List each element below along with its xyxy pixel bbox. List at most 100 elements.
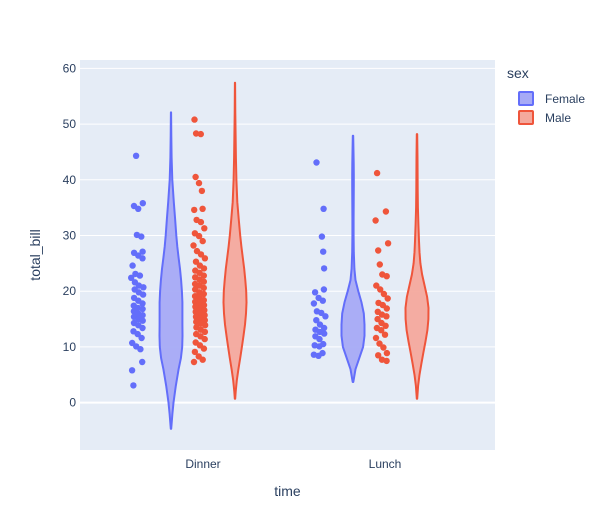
point-female-dinner[interactable]: [139, 255, 146, 262]
point-female-lunch[interactable]: [320, 248, 327, 255]
point-male-lunch[interactable]: [374, 315, 381, 323]
point-female-dinner[interactable]: [139, 317, 146, 324]
legend-item-male[interactable]: Male: [518, 110, 571, 125]
point-male-dinner[interactable]: [191, 348, 199, 356]
point-female-lunch[interactable]: [310, 300, 318, 307]
point-female-dinner[interactable]: [139, 358, 146, 366]
point-female-dinner[interactable]: [139, 200, 146, 207]
point-female-lunch[interactable]: [320, 205, 327, 212]
point-male-lunch[interactable]: [377, 286, 384, 293]
point-male-lunch[interactable]: [375, 352, 382, 359]
point-male-lunch[interactable]: [372, 334, 380, 342]
point-female-lunch[interactable]: [313, 317, 320, 324]
point-male-dinner[interactable]: [200, 345, 208, 352]
point-male-dinner[interactable]: [197, 251, 205, 258]
point-male-lunch[interactable]: [378, 327, 385, 334]
point-female-lunch[interactable]: [321, 330, 328, 337]
point-male-dinner[interactable]: [195, 179, 203, 187]
point-male-dinner[interactable]: [201, 255, 209, 262]
point-male-lunch[interactable]: [376, 261, 383, 268]
point-female-dinner[interactable]: [138, 334, 145, 342]
plot-background: [80, 60, 495, 450]
point-female-lunch[interactable]: [320, 265, 328, 272]
legend-item-female[interactable]: Female: [518, 91, 585, 106]
point-male-dinner[interactable]: [191, 116, 198, 123]
point-male-dinner[interactable]: [191, 206, 198, 214]
point-female-lunch[interactable]: [316, 335, 323, 343]
point-male-dinner[interactable]: [200, 265, 208, 272]
point-male-dinner[interactable]: [192, 130, 200, 137]
point-female-lunch[interactable]: [315, 352, 322, 359]
point-male-dinner[interactable]: [199, 205, 206, 212]
point-male-dinner[interactable]: [201, 225, 208, 232]
point-male-lunch[interactable]: [384, 295, 391, 302]
point-male-lunch[interactable]: [380, 290, 388, 298]
point-male-dinner[interactable]: [200, 278, 207, 285]
point-female-lunch[interactable]: [313, 159, 320, 166]
point-female-dinner[interactable]: [139, 305, 146, 313]
violin-female-lunch[interactable]: [340, 134, 366, 383]
y-tick-label-20: 20: [63, 284, 77, 298]
violin-female-dinner[interactable]: [158, 111, 184, 430]
point-female-dinner[interactable]: [139, 300, 146, 307]
point-female-lunch[interactable]: [320, 286, 328, 293]
point-female-lunch[interactable]: [319, 297, 326, 304]
point-female-dinner[interactable]: [138, 233, 145, 240]
point-male-lunch[interactable]: [380, 344, 387, 351]
point-male-dinner[interactable]: [201, 322, 209, 329]
point-male-lunch[interactable]: [381, 331, 389, 338]
point-female-dinner[interactable]: [128, 274, 135, 281]
point-female-dinner[interactable]: [139, 291, 147, 298]
point-female-dinner[interactable]: [129, 262, 136, 269]
point-male-dinner[interactable]: [200, 272, 207, 279]
point-male-lunch[interactable]: [383, 305, 390, 312]
point-female-lunch[interactable]: [318, 233, 326, 240]
point-male-dinner[interactable]: [192, 258, 200, 265]
point-female-lunch[interactable]: [320, 324, 328, 332]
point-male-dinner[interactable]: [197, 130, 204, 138]
point-female-dinner[interactable]: [132, 152, 140, 159]
point-male-dinner[interactable]: [197, 218, 205, 226]
point-male-lunch[interactable]: [376, 340, 383, 347]
violin-male-lunch[interactable]: [404, 133, 430, 400]
point-male-lunch[interactable]: [373, 282, 380, 289]
point-male-lunch[interactable]: [383, 357, 390, 365]
point-male-dinner[interactable]: [190, 358, 198, 366]
point-male-lunch[interactable]: [384, 240, 392, 247]
point-female-lunch[interactable]: [311, 289, 319, 296]
point-female-dinner[interactable]: [136, 272, 144, 279]
x-tick-label-dinner: Dinner: [185, 457, 220, 471]
point-female-dinner[interactable]: [139, 324, 146, 332]
point-male-lunch[interactable]: [373, 169, 381, 177]
point-female-dinner[interactable]: [135, 205, 142, 212]
point-male-lunch[interactable]: [375, 247, 382, 254]
point-male-lunch[interactable]: [372, 217, 379, 224]
point-male-dinner[interactable]: [199, 237, 206, 245]
violin-male-dinner[interactable]: [222, 81, 248, 400]
point-male-lunch[interactable]: [383, 273, 390, 280]
point-female-dinner[interactable]: [130, 382, 137, 389]
point-female-lunch[interactable]: [316, 343, 323, 350]
point-female-dinner[interactable]: [140, 284, 147, 291]
point-male-dinner[interactable]: [198, 187, 206, 195]
point-male-dinner[interactable]: [192, 173, 199, 181]
point-male-lunch[interactable]: [382, 322, 389, 329]
point-male-dinner[interactable]: [201, 328, 209, 336]
point-male-dinner[interactable]: [195, 232, 203, 240]
point-female-dinner[interactable]: [134, 330, 141, 338]
point-male-lunch[interactable]: [382, 208, 390, 215]
point-female-dinner[interactable]: [139, 312, 146, 319]
point-male-lunch[interactable]: [383, 349, 391, 357]
point-female-dinner[interactable]: [137, 346, 144, 353]
point-male-dinner[interactable]: [200, 290, 207, 298]
point-male-dinner[interactable]: [201, 335, 208, 343]
gridlines: [80, 67, 495, 404]
point-male-dinner[interactable]: [199, 356, 206, 363]
point-male-dinner[interactable]: [200, 284, 207, 292]
point-female-dinner[interactable]: [128, 367, 136, 374]
point-female-lunch[interactable]: [322, 313, 329, 320]
point-female-dinner[interactable]: [139, 248, 146, 255]
point-male-dinner[interactable]: [190, 242, 197, 249]
point-male-lunch[interactable]: [383, 313, 390, 320]
